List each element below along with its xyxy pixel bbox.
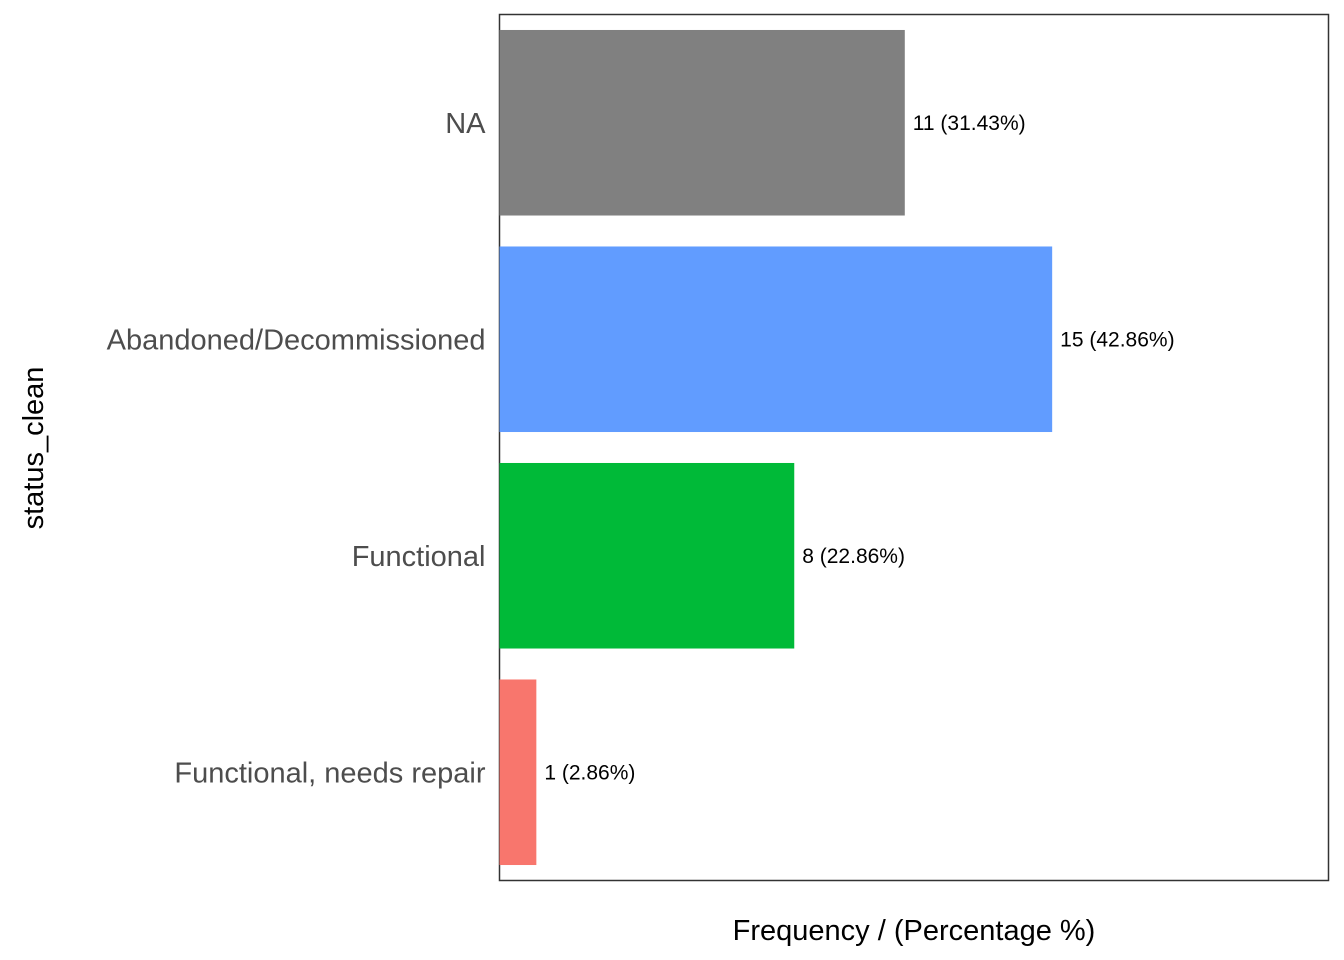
plot-panel-border xyxy=(498,13,1330,882)
x-axis-title: Frequency / (Percentage %) xyxy=(733,915,1096,947)
bars-layer xyxy=(499,29,1053,866)
bar xyxy=(499,246,1053,433)
category-tick-label: Functional, needs repair xyxy=(174,757,485,789)
category-tick-label: Functional xyxy=(352,541,486,573)
category-tick-label: NA xyxy=(445,108,486,140)
category-tick-label: Abandoned/Decommissioned xyxy=(107,324,486,356)
bar xyxy=(499,462,795,649)
data-labels-layer: 11 (31.43%) 15 (42.86%) 8 (22.86%) 1 (2.86%… xyxy=(544,112,1174,785)
y-axis-title: status_clean xyxy=(18,367,50,530)
bar-value-label: 15 (42.86%) xyxy=(1060,328,1174,351)
bar-value-label: 8 (22.86%) xyxy=(802,545,905,568)
bar xyxy=(499,29,905,216)
bar-value-label: 1 (2.86%) xyxy=(544,761,635,784)
bar xyxy=(499,679,537,866)
bar-value-label: 11 (31.43%) xyxy=(913,112,1026,135)
category-tick-labels: NA Abandoned/Decommissioned Functional Func… xyxy=(107,108,486,790)
